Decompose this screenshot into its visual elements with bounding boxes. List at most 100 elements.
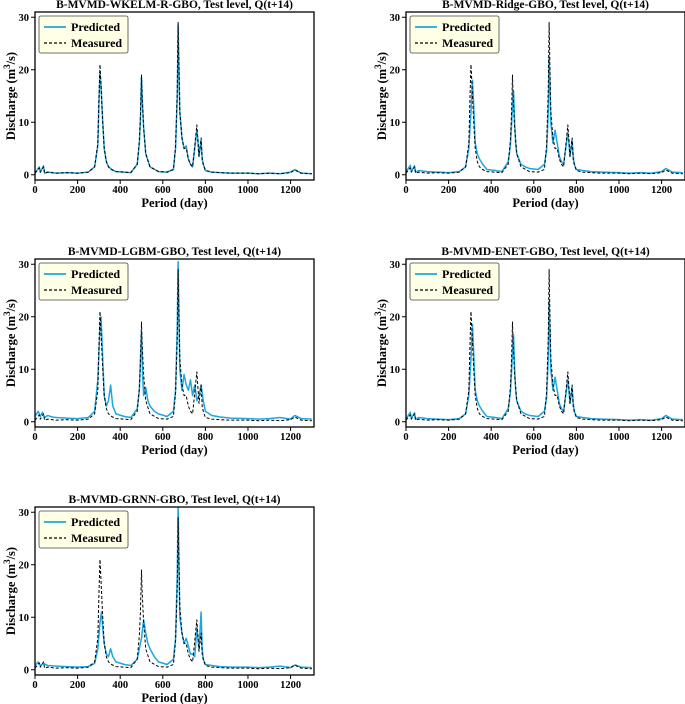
y-tick-label: 10 [390,118,401,129]
legend-measured-label: Measured [442,36,493,50]
y-axis-label-sup: 3 [2,311,12,316]
legend-box [38,262,129,301]
legend-measured-label: Measured [71,531,122,545]
x-tick-label: 800 [198,432,214,443]
chart-panel: B-MVMD-LGBM-GBO, Test level, Q(t+14)0 200… [2,246,315,457]
x-axis-label: Period (day) [141,443,207,457]
x-tick-label: 1000 [237,680,258,691]
x-tick-label: 1000 [237,432,258,443]
y-tick-label: 30 [390,260,401,271]
x-axis-label: Period (day) [512,196,578,210]
y-tick-label: 0 [24,665,29,676]
chart-title: B-MVMD-GRNN-GBO, Test level, Q(t+14) [69,494,281,506]
chart-title: B-MVMD-ENET-GBO, Test level, Q(t+14) [441,246,649,258]
measured-series-line [406,22,683,175]
axes-frame [405,258,685,428]
x-tick-label: 1200 [280,432,301,443]
y-axis-label-end: /s) [4,52,18,66]
measured-series-line [35,517,312,670]
y-axis-label-main: Discharge (m [375,68,389,140]
x-tick-label: 1000 [608,432,629,443]
y-axis-label-main: Discharge (m [4,563,18,635]
legend-measured-label: Measured [71,283,122,297]
legend-predicted-label: Predicted [71,267,120,281]
x-tick-label: 0 [403,432,408,443]
measured-series-line [35,22,312,175]
y-axis-label-sup: 3 [2,64,12,69]
x-tick-label: 800 [198,185,214,196]
x-axis-label: Period (day) [512,443,578,457]
y-tick-label: 20 [19,560,30,571]
x-tick-label: 400 [483,185,499,196]
x-tick-label: 0 [403,185,408,196]
y-tick-label: 30 [390,13,401,24]
x-tick-label: 1200 [651,185,672,196]
predicted-series-line [406,300,683,421]
x-tick-label: 600 [155,432,171,443]
y-tick-label: 0 [24,170,29,181]
legend-predicted-label: Predicted [71,515,120,529]
legend-measured-label: Measured [442,283,493,297]
x-tick-label: 200 [70,432,86,443]
axes-frame [34,506,315,676]
y-axis-label-sup: 3 [373,64,383,69]
y-tick-label: 10 [390,365,401,376]
axes-frame [405,11,685,181]
axes-frame [34,11,315,181]
x-tick-label: 600 [155,185,171,196]
measured-series-line [35,269,312,422]
axes-frame [34,258,315,428]
x-axis-label: Period (day) [141,691,207,704]
y-tick-label: 20 [390,65,401,76]
x-tick-label: 1200 [280,680,301,691]
x-tick-label: 200 [441,432,457,443]
x-tick-label: 400 [112,680,128,691]
y-axis-label-end: /s) [4,299,18,313]
x-tick-label: 400 [112,432,128,443]
x-tick-label: 0 [32,432,37,443]
y-axis-label: Discharge (m3/s) [373,299,389,387]
x-tick-label: 200 [70,680,86,691]
y-tick-label: 30 [19,508,30,519]
y-axis-label-main: Discharge (m [375,315,389,387]
y-tick-label: 10 [19,365,30,376]
legend-predicted-label: Predicted [442,267,491,281]
predicted-series-line [35,260,312,420]
x-tick-label: 1000 [237,185,258,196]
legend-box [38,15,129,54]
y-tick-label: 0 [24,417,29,428]
predicted-series-line [406,55,683,174]
chart-panel: B-MVMD-ENET-GBO, Test level, Q(t+14)0 200… [373,246,685,457]
y-tick-label: 30 [19,260,30,271]
x-tick-label: 600 [526,432,542,443]
legend-measured-label: Measured [71,36,122,50]
x-tick-label: 200 [441,185,457,196]
y-tick-label: 20 [19,312,30,323]
x-tick-label: 600 [155,680,171,691]
y-axis-label-sup: 3 [373,311,383,316]
predicted-series-line [35,507,312,669]
chart-panel: B-MVMD-WKELM-R-GBO, Test level, Q(t+14) 0… [2,0,315,210]
y-axis-label: Discharge (m3/s) [2,547,18,635]
y-axis-label-end: /s) [375,52,389,66]
y-axis-label-main: Discharge (m [4,68,18,140]
x-tick-label: 200 [70,185,86,196]
x-tick-label: 0 [32,680,37,691]
x-tick-label: 0 [32,185,37,196]
y-axis-label: Discharge (m3/s) [2,299,18,387]
x-tick-label: 800 [569,185,585,196]
chart-title: B-MVMD-LGBM-GBO, Test level, Q(t+14) [68,246,281,258]
legend-predicted-label: Predicted [71,20,120,34]
y-tick-label: 0 [395,417,400,428]
legend-box [409,262,500,301]
y-tick-label: 20 [390,312,401,323]
legend-predicted-label: Predicted [442,20,491,34]
y-axis-label-end: /s) [4,547,18,561]
x-tick-label: 1200 [651,432,672,443]
x-tick-label: 1200 [280,185,301,196]
y-tick-label: 20 [19,65,30,76]
y-axis-label-main: Discharge (m [4,315,18,387]
y-axis-label: Discharge (m3/s) [2,52,18,140]
chart-title: B-MVMD-Ridge-GBO, Test level, Q(t+14) [442,0,649,11]
x-tick-label: 400 [112,185,128,196]
